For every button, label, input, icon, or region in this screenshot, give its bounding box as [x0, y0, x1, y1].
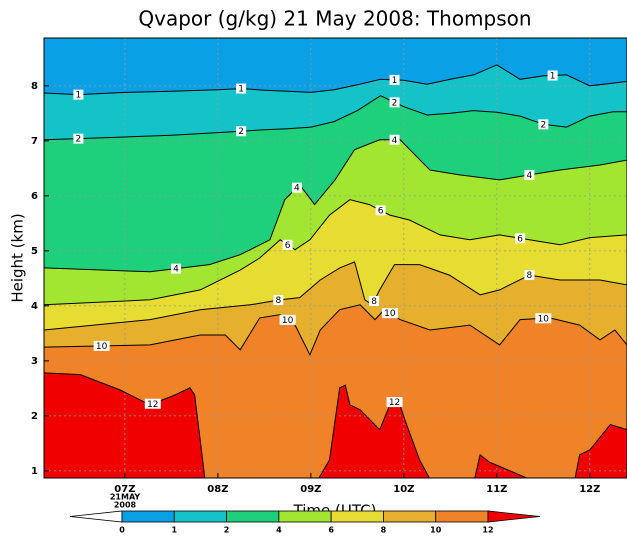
contour-label: 6 — [517, 234, 523, 244]
x-tick-label: 12Z — [579, 484, 600, 495]
contour-label-box — [171, 263, 182, 274]
colorbar-label: 2 — [224, 526, 230, 535]
contour-label-box — [93, 340, 110, 351]
contour-label: 1 — [238, 85, 244, 95]
contour-label-box — [236, 126, 247, 137]
colorbar-label: 0 — [119, 526, 125, 535]
contour-label-box — [291, 182, 302, 193]
contour-line — [44, 372, 627, 478]
y-tick-label: 8 — [31, 81, 38, 92]
colorbar-segment — [173, 510, 227, 523]
x-tick-label: 11Z — [486, 484, 507, 495]
contour-label: 6 — [285, 241, 291, 251]
contour-label-box — [515, 233, 526, 244]
contour-label-box — [538, 119, 549, 130]
contour-label-box — [381, 308, 398, 319]
colorbar-segment — [69, 510, 123, 523]
y-tick-label: 2 — [31, 411, 38, 422]
colorbar-label: 12 — [482, 526, 493, 535]
plot-frame — [43, 37, 627, 479]
contour-label-box — [279, 314, 296, 325]
contour-label-box — [389, 97, 400, 108]
y-axis-label: Height (km) — [9, 213, 27, 302]
y-tick-label: 6 — [31, 191, 38, 202]
y-tick-label: 5 — [31, 246, 38, 257]
contour-label-box — [535, 313, 552, 324]
colorbar-segment — [330, 510, 384, 523]
colorbar-label: 1 — [171, 526, 177, 535]
contour-label: 10 — [384, 309, 396, 319]
y-tick-label: 4 — [31, 301, 38, 312]
date-label: 21MAY — [110, 493, 141, 502]
contour-label-box — [73, 133, 84, 144]
contour-label: 4 — [173, 265, 179, 275]
x-tick-label: 10Z — [393, 484, 414, 495]
contour-label-box — [547, 70, 558, 81]
contour-label-box — [236, 83, 247, 94]
contour-label: 2 — [76, 135, 82, 145]
x-tick-label: 08Z — [207, 484, 228, 495]
colorbar-segment — [226, 510, 280, 523]
contour-label: 1 — [550, 72, 556, 82]
contour-label: 8 — [371, 297, 377, 307]
contour-label: 2 — [238, 127, 244, 137]
contour-label: 4 — [527, 171, 533, 181]
contour-fill — [44, 372, 627, 478]
contour-label: 2 — [392, 98, 398, 108]
colorbar-segment — [278, 510, 332, 523]
x-tick-label: 07Z — [114, 484, 135, 495]
contour-label-box — [389, 134, 400, 145]
contour-label: 10 — [538, 314, 550, 324]
y-tick-label: 7 — [31, 136, 38, 147]
colorbar-label: 6 — [328, 526, 334, 535]
contour-label: 6 — [378, 206, 384, 216]
contour-label-box — [386, 397, 403, 408]
colorbar-segment — [121, 510, 175, 523]
x-tick-label: 09Z — [300, 484, 321, 495]
y-tick-label: 3 — [31, 356, 38, 367]
contour-label-box — [524, 169, 535, 180]
contour-label: 4 — [392, 136, 398, 146]
y-tick-label: 1 — [31, 466, 38, 477]
contour-label-box — [389, 74, 400, 85]
contour-label: 10 — [96, 342, 108, 352]
contour-label: 4 — [294, 184, 300, 194]
colorbar-segment — [435, 510, 489, 523]
colorbar-segment — [383, 510, 437, 523]
contour-label-box — [144, 398, 161, 409]
contour-label-box — [73, 89, 84, 100]
contour-line — [44, 304, 627, 357]
contour-label: 12 — [147, 400, 158, 410]
colorbar-segment — [487, 510, 541, 523]
contour-label: 8 — [527, 271, 533, 281]
contour-label-box — [273, 295, 284, 306]
contour-label-box — [524, 270, 535, 281]
contour-label: 8 — [275, 296, 281, 306]
contour-label-box — [282, 239, 293, 250]
contour-label-box — [375, 205, 386, 216]
colorbar-label: 10 — [430, 526, 442, 535]
chart-title: Qvapor (g/kg) 21 May 2008: Thompson — [138, 7, 531, 31]
colorbar-label: 4 — [276, 526, 282, 535]
contour-label: 1 — [392, 76, 398, 86]
contour-label: 10 — [282, 316, 294, 326]
contour-label-box — [369, 296, 380, 307]
contour-label: 1 — [76, 91, 82, 101]
colorbar-label: 8 — [381, 526, 387, 535]
date-label: 2008 — [114, 501, 137, 510]
contour-label: 2 — [540, 120, 546, 130]
contour-label: 12 — [389, 398, 400, 408]
